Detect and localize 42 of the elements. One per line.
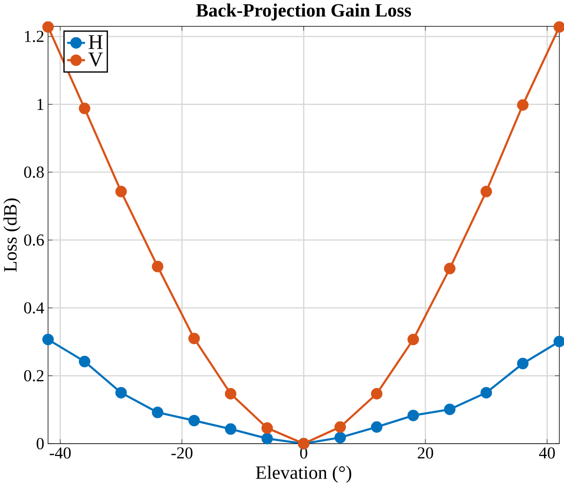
point — [370, 421, 382, 433]
point — [517, 99, 529, 111]
point — [78, 356, 90, 368]
point — [334, 421, 346, 433]
point — [152, 260, 164, 272]
y-axis-title: Loss (dB) — [3, 198, 21, 272]
point — [517, 358, 529, 370]
y-tick-label: 0.2 — [24, 370, 44, 382]
point — [188, 414, 200, 426]
y-tick-label: 0 — [36, 438, 44, 450]
point — [224, 423, 236, 435]
point — [115, 386, 127, 398]
point — [407, 410, 419, 422]
x-tick-label: -40 — [50, 447, 71, 458]
legend-label: H — [88, 35, 103, 49]
chart-title: Back-Projection Gain Loss — [196, 3, 412, 20]
point — [224, 388, 236, 400]
point — [152, 406, 164, 418]
legend-label: V — [88, 52, 103, 66]
x-tick-label: 20 — [418, 447, 434, 458]
x-axis-title: Elevation (°) — [256, 466, 352, 483]
point — [42, 334, 54, 346]
point — [407, 334, 419, 346]
point — [261, 432, 273, 444]
point — [42, 21, 54, 33]
point — [444, 262, 456, 274]
point — [444, 403, 456, 415]
point — [480, 186, 492, 198]
point — [370, 388, 382, 400]
y-tick-label: 1.2 — [24, 30, 44, 42]
point — [188, 332, 200, 344]
y-tick-label: 0.4 — [24, 302, 44, 314]
y-tick-label: 0.8 — [24, 166, 44, 178]
point — [115, 186, 127, 198]
point — [480, 386, 492, 398]
y-tick-label: 1 — [37, 98, 44, 110]
x-tick-label: -20 — [171, 447, 192, 458]
x-tick-label: 40 — [539, 447, 555, 458]
point — [78, 102, 90, 114]
y-tick-label: 0.6 — [24, 234, 44, 246]
point — [261, 422, 273, 434]
point — [334, 432, 346, 444]
